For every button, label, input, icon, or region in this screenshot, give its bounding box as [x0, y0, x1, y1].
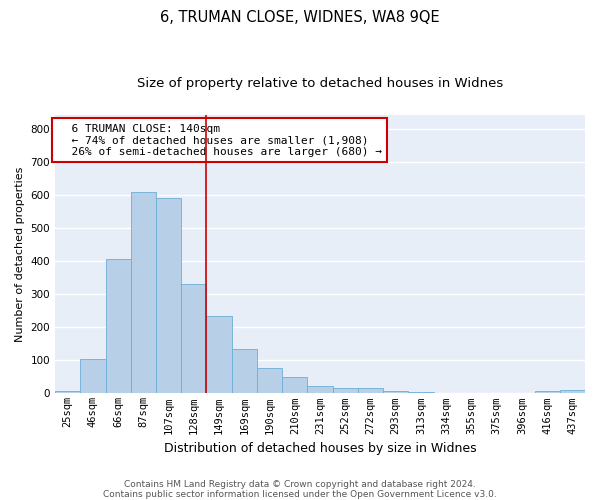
- Text: 6, TRUMAN CLOSE, WIDNES, WA8 9QE: 6, TRUMAN CLOSE, WIDNES, WA8 9QE: [160, 10, 440, 25]
- Bar: [307, 386, 332, 394]
- Bar: [332, 388, 358, 394]
- Bar: [383, 390, 409, 394]
- Title: Size of property relative to detached houses in Widnes: Size of property relative to detached ho…: [137, 78, 503, 90]
- Bar: [181, 284, 206, 394]
- Bar: [131, 192, 156, 394]
- Bar: [560, 390, 585, 394]
- Bar: [106, 260, 131, 394]
- Bar: [156, 198, 181, 394]
- Bar: [206, 316, 232, 394]
- Bar: [409, 392, 434, 394]
- Bar: [55, 390, 80, 394]
- Text: Contains HM Land Registry data © Crown copyright and database right 2024.
Contai: Contains HM Land Registry data © Crown c…: [103, 480, 497, 499]
- Bar: [257, 368, 282, 394]
- Y-axis label: Number of detached properties: Number of detached properties: [15, 166, 25, 342]
- Bar: [232, 348, 257, 394]
- X-axis label: Distribution of detached houses by size in Widnes: Distribution of detached houses by size …: [164, 442, 476, 455]
- Bar: [80, 358, 106, 394]
- Text: 6 TRUMAN CLOSE: 140sqm
  ← 74% of detached houses are smaller (1,908)
  26% of s: 6 TRUMAN CLOSE: 140sqm ← 74% of detached…: [58, 124, 382, 157]
- Bar: [282, 377, 307, 394]
- Bar: [535, 390, 560, 394]
- Bar: [434, 392, 459, 394]
- Bar: [358, 388, 383, 394]
